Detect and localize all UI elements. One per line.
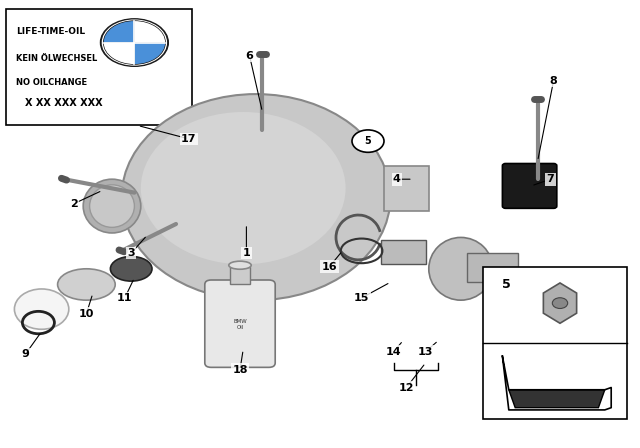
Text: 8: 8 xyxy=(550,76,557,86)
Text: 9: 9 xyxy=(22,349,29,359)
Text: NO OILCHANGE: NO OILCHANGE xyxy=(16,78,87,87)
Text: 1: 1 xyxy=(243,248,250,258)
Text: 2: 2 xyxy=(70,199,77,209)
Text: 377787: 377787 xyxy=(529,410,566,420)
FancyBboxPatch shape xyxy=(502,164,557,208)
Text: 16: 16 xyxy=(322,262,337,271)
Text: 11: 11 xyxy=(117,293,132,303)
Circle shape xyxy=(104,21,165,64)
Text: 3: 3 xyxy=(127,248,135,258)
Text: 13: 13 xyxy=(418,347,433,357)
Text: 14: 14 xyxy=(386,347,401,357)
Ellipse shape xyxy=(14,289,69,329)
Ellipse shape xyxy=(83,179,141,233)
Ellipse shape xyxy=(90,185,134,228)
Text: 15: 15 xyxy=(354,293,369,303)
Wedge shape xyxy=(134,43,165,64)
Text: 18: 18 xyxy=(232,365,248,375)
Circle shape xyxy=(100,19,168,66)
Bar xyxy=(230,267,250,284)
Wedge shape xyxy=(104,43,134,64)
Text: KEIN ÖLWECHSEL: KEIN ÖLWECHSEL xyxy=(16,54,97,63)
Text: 10: 10 xyxy=(79,309,94,319)
Text: 5: 5 xyxy=(365,136,371,146)
Ellipse shape xyxy=(122,94,390,300)
Bar xyxy=(381,240,426,264)
Bar xyxy=(384,166,429,211)
Text: 5: 5 xyxy=(502,278,511,291)
Bar xyxy=(467,253,518,282)
Circle shape xyxy=(102,20,166,65)
Wedge shape xyxy=(134,21,165,43)
Text: 6: 6 xyxy=(246,51,253,61)
Circle shape xyxy=(352,130,384,152)
Wedge shape xyxy=(104,21,134,43)
Text: LIFE-TIME-OIL: LIFE-TIME-OIL xyxy=(16,27,85,36)
Polygon shape xyxy=(509,390,605,408)
Text: 17: 17 xyxy=(181,134,196,144)
Ellipse shape xyxy=(141,112,346,264)
Circle shape xyxy=(552,298,568,309)
Ellipse shape xyxy=(110,256,152,281)
Ellipse shape xyxy=(229,261,252,269)
Text: X XX XXX XXX: X XX XXX XXX xyxy=(25,98,103,108)
Text: 4: 4 xyxy=(393,174,401,184)
FancyBboxPatch shape xyxy=(483,267,627,419)
Polygon shape xyxy=(543,283,577,323)
FancyBboxPatch shape xyxy=(6,9,192,125)
Text: 12: 12 xyxy=(399,383,414,392)
Ellipse shape xyxy=(58,269,115,300)
FancyBboxPatch shape xyxy=(205,280,275,367)
Text: BMW
Oil: BMW Oil xyxy=(233,319,247,330)
Text: 7: 7 xyxy=(547,174,554,184)
Ellipse shape xyxy=(429,237,493,300)
